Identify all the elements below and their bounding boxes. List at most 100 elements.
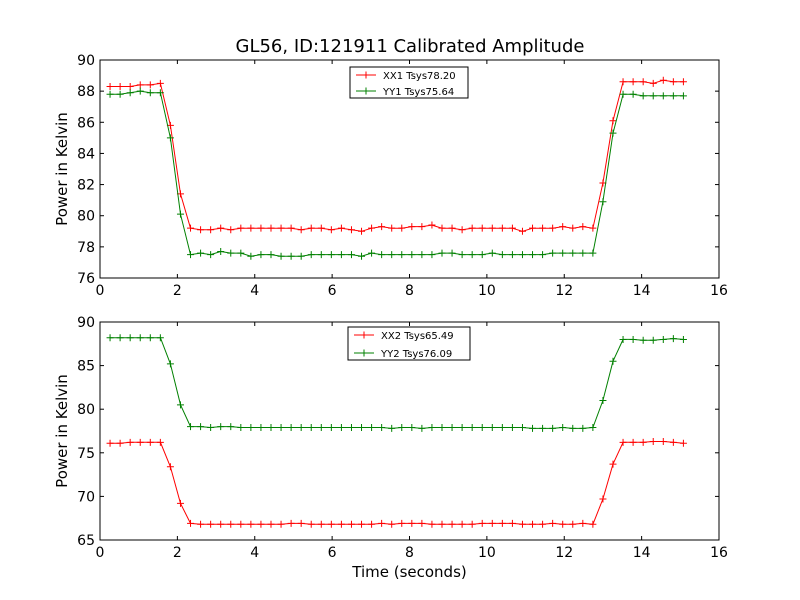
data-point-marker xyxy=(247,252,255,260)
legend-swatch-marker xyxy=(360,331,368,339)
data-point-marker xyxy=(277,252,285,260)
data-point-marker xyxy=(549,224,557,232)
figure-title: GL56, ID:121911 Calibrated Amplitude xyxy=(236,36,585,57)
data-point-marker xyxy=(428,251,436,259)
data-point-marker xyxy=(287,224,295,232)
data-point-marker xyxy=(176,401,184,409)
data-point-marker xyxy=(227,423,235,431)
series-line-2 xyxy=(110,337,684,429)
data-point-marker xyxy=(639,92,647,100)
data-point-marker xyxy=(136,438,144,446)
data-point-marker xyxy=(428,520,436,528)
data-point-marker xyxy=(518,227,526,235)
data-point-marker xyxy=(629,438,637,446)
data-point-marker xyxy=(106,334,114,342)
data-point-marker xyxy=(156,89,164,97)
x-tick-label: 4 xyxy=(250,283,259,299)
data-point-marker xyxy=(156,79,164,87)
data-point-marker xyxy=(468,224,476,232)
data-point-marker xyxy=(247,520,255,528)
data-point-marker xyxy=(187,519,195,527)
y-tick-label: 78 xyxy=(77,240,95,256)
data-point-marker xyxy=(529,251,537,259)
data-point-marker xyxy=(247,424,255,432)
data-point-marker xyxy=(176,499,184,507)
data-point-marker xyxy=(197,226,205,234)
data-point-marker xyxy=(659,335,667,343)
y-axis-label: Power in Kelvin xyxy=(53,374,71,488)
data-point-marker xyxy=(609,460,617,468)
data-point-marker xyxy=(559,424,567,432)
data-point-marker xyxy=(539,520,547,528)
data-point-marker xyxy=(337,251,345,259)
data-point-marker xyxy=(327,251,335,259)
data-point-marker xyxy=(126,438,134,446)
data-point-marker xyxy=(549,424,557,432)
data-point-marker xyxy=(478,224,486,232)
data-point-marker xyxy=(207,226,215,234)
x-tick-label: 0 xyxy=(96,283,105,299)
data-point-marker xyxy=(529,424,537,432)
data-point-marker xyxy=(498,424,506,432)
data-point-marker xyxy=(257,251,265,259)
data-point-marker xyxy=(468,424,476,432)
x-tick-label: 6 xyxy=(328,283,337,299)
series-line-1 xyxy=(110,79,684,232)
data-point-marker xyxy=(498,519,506,527)
y-tick-label: 85 xyxy=(77,359,95,375)
data-point-marker xyxy=(267,424,275,432)
data-point-marker xyxy=(116,82,124,90)
data-point-marker xyxy=(267,224,275,232)
data-point-marker xyxy=(136,87,144,95)
data-point-marker xyxy=(207,424,215,432)
data-point-marker xyxy=(669,438,677,446)
legend-entry-label: YY1 Tsys75.64 xyxy=(382,87,454,98)
data-point-marker xyxy=(438,224,446,232)
data-point-marker xyxy=(408,424,416,432)
data-point-marker xyxy=(438,424,446,432)
data-point-marker xyxy=(146,334,154,342)
data-point-marker xyxy=(277,424,285,432)
data-point-marker xyxy=(659,437,667,445)
data-point-marker xyxy=(368,520,376,528)
data-point-marker xyxy=(207,251,215,259)
legend-entry-label: XX2 Tsys65.49 xyxy=(381,331,454,342)
data-point-marker xyxy=(347,424,355,432)
data-point-marker xyxy=(679,78,687,86)
data-point-marker xyxy=(378,251,386,259)
data-point-marker xyxy=(378,519,386,527)
data-point-marker xyxy=(418,223,426,231)
data-point-marker xyxy=(257,520,265,528)
data-point-marker xyxy=(468,520,476,528)
data-point-marker xyxy=(609,129,617,137)
data-point-marker xyxy=(227,226,235,234)
legend-entry-label: YY2 Tsys76.09 xyxy=(380,349,452,360)
data-point-marker xyxy=(287,424,295,432)
data-point-marker xyxy=(327,424,335,432)
data-point-marker xyxy=(679,335,687,343)
data-point-marker xyxy=(227,520,235,528)
data-point-marker xyxy=(116,90,124,98)
data-point-marker xyxy=(126,89,134,97)
data-point-marker xyxy=(408,519,416,527)
data-point-marker xyxy=(237,424,245,432)
data-point-marker xyxy=(378,424,386,432)
data-point-marker xyxy=(559,249,567,257)
data-point-marker xyxy=(207,520,215,528)
data-point-marker xyxy=(478,519,486,527)
data-point-marker xyxy=(418,251,426,259)
y-axis-label: Power in Kelvin xyxy=(53,112,71,226)
data-point-marker xyxy=(287,519,295,527)
legend-box xyxy=(349,66,469,99)
legend-box xyxy=(347,326,471,361)
data-point-marker xyxy=(347,251,355,259)
data-point-marker xyxy=(639,78,647,86)
data-point-marker xyxy=(187,423,195,431)
series-line-1 xyxy=(110,441,684,525)
x-tick-label: 12 xyxy=(555,283,573,299)
data-point-marker xyxy=(619,90,627,98)
x-tick-label: 6 xyxy=(328,545,337,561)
data-point-marker xyxy=(488,424,496,432)
data-point-marker xyxy=(569,424,577,432)
